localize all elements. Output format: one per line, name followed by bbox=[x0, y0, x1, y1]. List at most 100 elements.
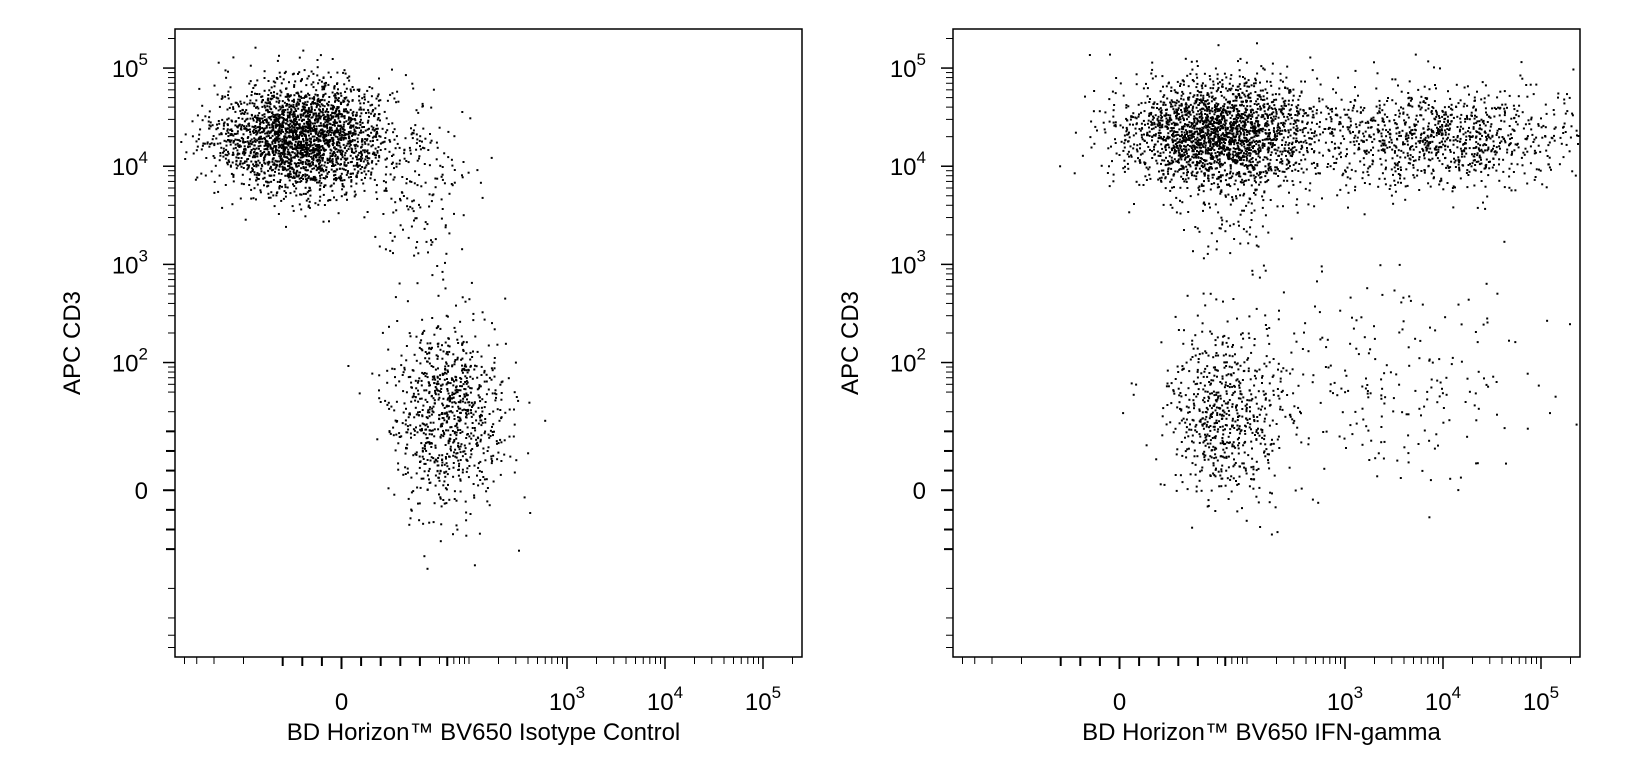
data-point bbox=[316, 102, 319, 105]
data-point bbox=[1232, 154, 1235, 157]
data-point bbox=[447, 344, 450, 347]
data-point bbox=[352, 172, 354, 175]
data-point bbox=[332, 144, 334, 147]
data-point bbox=[298, 162, 301, 165]
data-point bbox=[302, 166, 305, 168]
data-point bbox=[421, 318, 424, 321]
data-point bbox=[1228, 149, 1231, 152]
data-point bbox=[426, 474, 429, 477]
data-point bbox=[288, 165, 291, 168]
data-point bbox=[268, 126, 271, 129]
data-point bbox=[1176, 99, 1179, 102]
data-point bbox=[1125, 106, 1128, 109]
data-point bbox=[299, 142, 302, 145]
data-point bbox=[299, 180, 302, 183]
data-point bbox=[1235, 126, 1238, 129]
data-point bbox=[1267, 107, 1270, 110]
data-point bbox=[468, 298, 471, 301]
data-point bbox=[355, 114, 358, 117]
data-point bbox=[315, 115, 318, 118]
data-point bbox=[316, 149, 319, 152]
data-point bbox=[358, 99, 361, 102]
data-point bbox=[278, 187, 281, 190]
data-point bbox=[337, 141, 340, 143]
data-point bbox=[1301, 131, 1304, 134]
data-point bbox=[410, 133, 413, 136]
data-point bbox=[300, 141, 302, 143]
data-point bbox=[324, 161, 327, 164]
data-point bbox=[1166, 97, 1169, 100]
data-point bbox=[453, 451, 455, 454]
data-point bbox=[1199, 98, 1202, 101]
data-point bbox=[1185, 110, 1188, 113]
data-point bbox=[361, 126, 364, 129]
data-point bbox=[1274, 117, 1277, 120]
data-point bbox=[1162, 103, 1165, 106]
data-point bbox=[211, 138, 214, 141]
data-point bbox=[484, 459, 487, 462]
data-point bbox=[284, 160, 287, 163]
data-point bbox=[253, 128, 256, 131]
data-point bbox=[459, 407, 462, 410]
data-point bbox=[297, 147, 300, 150]
data-point bbox=[310, 116, 313, 119]
data-point bbox=[1220, 134, 1223, 137]
data-point bbox=[417, 502, 419, 505]
data-point bbox=[199, 128, 202, 131]
data-point bbox=[1332, 155, 1335, 158]
data-point bbox=[230, 132, 233, 135]
data-point bbox=[1301, 128, 1304, 131]
data-point bbox=[415, 472, 418, 475]
data-point bbox=[1202, 94, 1205, 97]
data-point bbox=[1240, 156, 1243, 159]
data-point bbox=[431, 375, 434, 378]
data-point bbox=[413, 416, 416, 419]
data-point bbox=[254, 46, 257, 49]
data-point bbox=[1251, 115, 1254, 118]
data-point bbox=[1175, 211, 1178, 214]
data-point bbox=[1224, 148, 1227, 151]
data-point bbox=[466, 394, 469, 397]
data-point bbox=[445, 502, 448, 505]
data-point bbox=[296, 152, 299, 155]
data-point bbox=[485, 373, 488, 376]
data-point bbox=[1222, 163, 1225, 166]
data-point bbox=[305, 148, 308, 150]
data-point bbox=[459, 479, 462, 482]
data-point bbox=[465, 392, 468, 395]
data-point bbox=[1159, 107, 1162, 110]
data-point bbox=[307, 189, 310, 192]
data-point bbox=[470, 453, 473, 456]
data-point bbox=[319, 132, 322, 135]
data-point bbox=[1235, 104, 1238, 107]
data-point bbox=[495, 396, 497, 399]
data-point bbox=[1230, 74, 1233, 77]
data-point bbox=[459, 429, 462, 431]
data-point bbox=[444, 444, 447, 446]
data-point bbox=[303, 122, 306, 125]
data-point bbox=[275, 118, 278, 121]
data-point bbox=[224, 157, 227, 160]
data-point bbox=[442, 435, 445, 438]
data-point bbox=[393, 97, 396, 100]
data-point bbox=[352, 164, 355, 167]
data-point bbox=[272, 113, 275, 116]
data-point bbox=[274, 140, 277, 143]
data-point bbox=[1259, 156, 1261, 159]
data-point bbox=[264, 132, 267, 135]
data-point bbox=[411, 137, 414, 140]
data-point bbox=[1296, 119, 1299, 122]
data-point bbox=[481, 311, 484, 314]
data-point bbox=[366, 157, 369, 159]
data-point bbox=[394, 296, 397, 299]
data-point bbox=[481, 410, 484, 413]
data-point bbox=[1186, 168, 1189, 171]
data-point bbox=[444, 371, 446, 374]
data-point bbox=[423, 470, 426, 473]
data-point bbox=[1193, 102, 1196, 105]
data-point bbox=[1299, 108, 1302, 111]
data-point bbox=[263, 184, 265, 187]
data-point bbox=[317, 203, 320, 206]
data-point bbox=[382, 213, 385, 215]
data-point bbox=[407, 428, 410, 431]
